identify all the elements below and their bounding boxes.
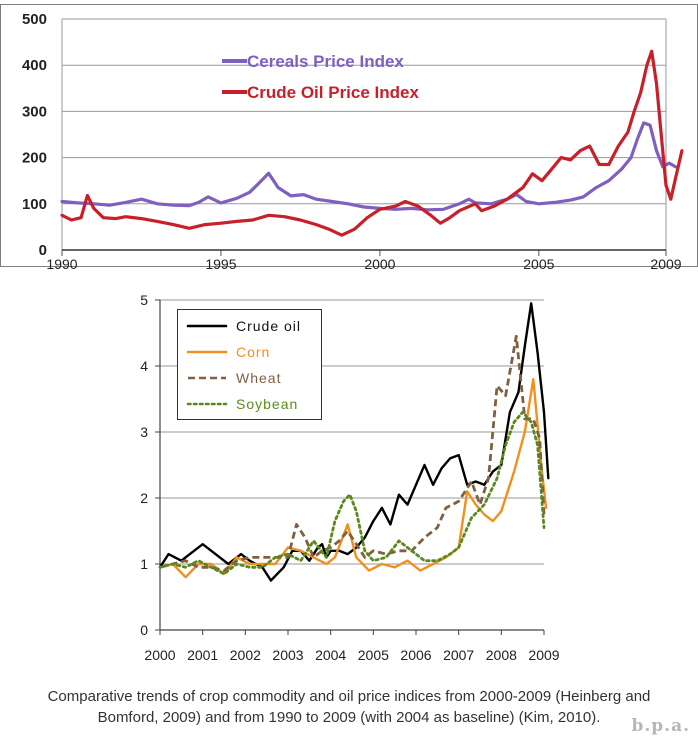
x-tick-label-2000: 2000 bbox=[144, 647, 175, 663]
x-tick-label-2006: 2006 bbox=[400, 647, 431, 663]
x-tick-label-2008: 2008 bbox=[486, 647, 517, 663]
chart-crop-commodity-trends: 0 1 2 3 4 5 2000 2001 2002 2003 2004 2005 2006 2007 20… bbox=[140, 292, 560, 663]
y-tick-label-300: 300 bbox=[22, 103, 47, 120]
y-tick-label-0: 0 bbox=[140, 622, 148, 638]
y-tick-label-1: 1 bbox=[140, 556, 148, 572]
figure-caption: Comparative trends of crop commodity and… bbox=[0, 686, 698, 728]
x-tick-label-2005: 2005 bbox=[358, 647, 389, 663]
legend-label-cereals-price-index: Cereals Price Index bbox=[247, 52, 404, 71]
legend-label-crude-oil: Crude oil bbox=[236, 318, 301, 334]
legend-label-wheat: Wheat bbox=[236, 370, 281, 386]
chart-oil-cereals-price-index: 0 100 200 300 400 500 1990 1995 2000 2005 2009 Cere… bbox=[0, 4, 698, 272]
x-tick-label-2009: 2009 bbox=[650, 256, 681, 272]
legend-box bbox=[177, 309, 322, 420]
caption-line-1: Comparative trends of crop commodity and… bbox=[47, 688, 651, 705]
series-line-soybean bbox=[158, 410, 546, 576]
y-tick-label-3: 3 bbox=[140, 424, 148, 440]
x-tick-label-2009: 2009 bbox=[528, 647, 559, 663]
y-tick-label-2: 2 bbox=[140, 490, 148, 506]
x-tick-label-2000: 2000 bbox=[364, 256, 395, 272]
series-line-crude-oil-price-index bbox=[60, 49, 684, 237]
watermark: b.p.a. bbox=[631, 716, 690, 736]
legend-label-crude-oil-price-index: Crude Oil Price Index bbox=[247, 83, 419, 102]
legend-label-soybean: Soybean bbox=[236, 396, 298, 412]
x-tick-label-2007: 2007 bbox=[443, 647, 474, 663]
y-tick-label-500: 500 bbox=[22, 11, 47, 28]
x-tick-label-1995: 1995 bbox=[205, 256, 236, 272]
x-tick-label-2001: 2001 bbox=[187, 647, 218, 663]
legend-label-corn: Corn bbox=[236, 344, 270, 360]
y-tick-label-0: 0 bbox=[39, 242, 47, 259]
series-line-wheat bbox=[159, 334, 546, 572]
y-tick-label-400: 400 bbox=[22, 57, 47, 74]
y-tick-label-4: 4 bbox=[140, 358, 148, 374]
y-tick-label-200: 200 bbox=[22, 150, 47, 167]
x-tick-label-2003: 2003 bbox=[272, 647, 303, 663]
x-tick-label-1990: 1990 bbox=[46, 256, 77, 272]
x-tick-label-2004: 2004 bbox=[315, 647, 346, 663]
x-tick-label-2002: 2002 bbox=[230, 647, 261, 663]
series-line-cereals-price-index bbox=[60, 121, 678, 212]
y-tick-label-5: 5 bbox=[140, 292, 148, 308]
y-tick-label-100: 100 bbox=[22, 196, 47, 213]
x-tick-label-2005: 2005 bbox=[523, 256, 554, 272]
chart-frame bbox=[0, 4, 698, 267]
caption-line-2: Bomford, 2009) and from 1990 to 2009 (wi… bbox=[97, 709, 601, 726]
